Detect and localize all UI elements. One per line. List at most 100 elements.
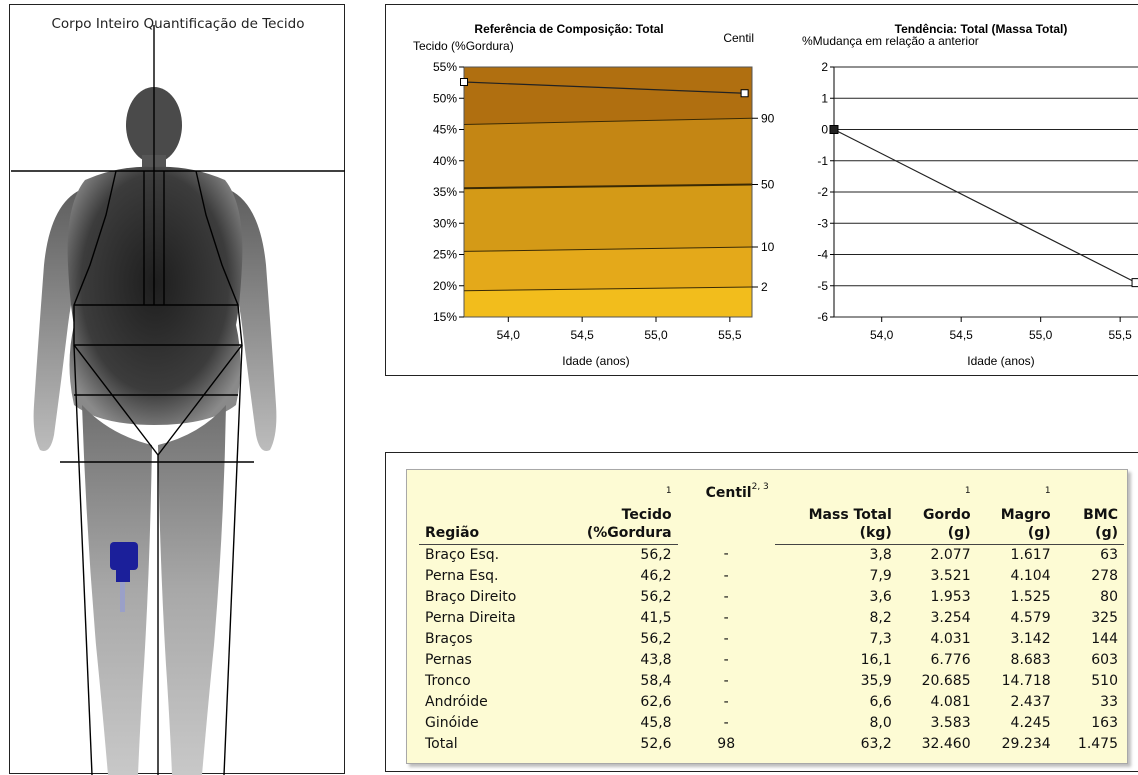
body-torso [67,166,243,425]
composition-ytick-label: 40% [433,154,457,168]
composition-ytick-label: 30% [433,216,457,230]
trend-chart-title: Tendência: Total (Massa Total) [895,22,1068,36]
table-cell: - [723,609,729,626]
table-cell: 3.254 [930,609,971,626]
trend-ytick-label: -5 [817,279,828,293]
trend-ytick-label: -1 [817,154,828,168]
table-cell: Tronco [425,672,471,689]
composition-ytick-label: 20% [433,279,457,293]
table-cell: 98 [717,735,736,752]
table-cell: 7,3 [869,630,892,647]
table-cell: - [723,651,729,668]
table-cell: 3.521 [930,567,971,584]
trend-ytick-label: 0 [821,123,828,137]
table-cell: 144 [1091,630,1118,647]
centile-label: 2 [761,280,768,294]
table-cell: 4.031 [930,630,971,647]
table-cell: - [723,693,729,710]
table-cell: - [723,546,729,563]
table-cell: 58,4 [640,672,672,689]
composition-band [464,247,752,291]
centile-line [463,286,753,292]
trend-xtick-label: 55,5 [1108,328,1132,342]
knee-implant-marker [110,542,138,612]
composition-chart: Referência de Composição: Total Tecido (… [413,22,775,368]
scan-title: Corpo Inteiro Quantificação de Tecido [51,16,305,32]
table-row: Perna Esq. 46,2 - 7,9 3.521 4.104 278 [419,566,1124,587]
scan-image [11,25,345,775]
table-cell: 52,6 [640,735,672,752]
composition-band [464,67,752,125]
table-cell: 7,9 [869,567,892,584]
table-cell: 4.245 [1010,714,1051,731]
table-cell: 63 [1100,546,1118,563]
table-cell: 2.437 [1010,693,1051,710]
trend-xtick-label: 54,0 [870,328,894,342]
table-cell: 41,5 [640,609,672,626]
table-cell: 56,2 [640,630,672,647]
table-cell: Braço Direito [425,588,517,605]
table-cell: 14.718 [1001,672,1051,689]
table-cell: 56,2 [640,546,672,563]
table-row: Pernas 43,8 - 16,1 6.776 8.683 603 [419,650,1124,671]
table-cell: 29.234 [1001,735,1051,752]
composition-xtick-label: 55,5 [718,328,742,342]
composition-chart-right-label: Centil [723,31,754,45]
table-cell: - [723,714,729,731]
header-centil: Centil2, 3 [705,482,769,501]
composition-ytick-label: 55% [433,60,457,74]
table-row: Total 52,6 98 63,2 32.460 29.234 1.475 [419,734,1124,755]
table-cell: Perna Esq. [425,567,499,584]
trend-chart-ylabel: %Mudança em relação a anterior [802,34,979,48]
trend-ytick-label: 1 [821,91,828,105]
table-cell: Pernas [425,651,472,668]
table-cell: 1.525 [1010,588,1051,605]
table-cell: 3.142 [1010,630,1051,647]
table-cell: 8,0 [869,714,892,731]
header-tecido: 1 Tecido (%Gordura [552,478,678,545]
trend-ytick-label: -3 [817,216,828,230]
composition-series-line [463,81,745,94]
composition-xtick-label: 55,0 [644,328,668,342]
table-cell: 43,8 [640,651,672,668]
table-cell: 8,2 [869,609,892,626]
header-magro: 1 Magro (g) [976,478,1057,545]
composition-ytick-label: 25% [433,248,457,262]
body-legs [82,405,226,775]
table-cell: 46,2 [640,567,672,584]
centile-line [463,117,753,125]
table-cell: Andróide [425,693,488,710]
scan-panel: Corpo Inteiro Quantificação de Tecido [9,4,345,775]
composition-band [464,287,752,317]
table-row: Braços 56,2 - 7,3 4.031 3.142 144 [419,629,1124,650]
centile-label: 50 [761,178,775,192]
table-cell: 3.583 [930,714,971,731]
table-cell: 325 [1091,609,1118,626]
trend-xtick-label: 54,5 [949,328,973,342]
trend-chart-xlabel: Idade (anos) [967,354,1034,368]
table-cell: 278 [1091,567,1118,584]
composition-ytick-label: 35% [433,185,457,199]
trend-ytick-label: 2 [821,60,828,74]
header-mass-total: Mass Total (kg) [774,478,898,545]
table-cell: - [723,630,729,647]
trend-ytick-label: -6 [817,310,828,324]
table-cell: 80 [1100,588,1118,605]
table-cell: 56,2 [640,588,672,605]
table-cell: 510 [1091,672,1118,689]
table-row: Braço Esq. 56,2 - 3,8 2.077 1.617 63 [419,544,1124,566]
trend-series-line [833,128,1137,284]
region-lines [11,25,345,775]
results-table-panel: Região 1 Tecido (%Gordura Centil2, 3 Mas… [385,452,1138,772]
table-row: Andróide 62,6 - 6,6 4.081 2.437 33 [419,692,1124,713]
table-cell: 1.475 [1077,735,1118,752]
table-row: Perna Direita 41,5 - 8,2 3.254 4.579 325 [419,608,1124,629]
centile-label: 10 [761,240,775,254]
composition-ytick-label: 50% [433,91,457,105]
composition-chart-ylabel: Tecido (%Gordura) [413,39,514,53]
table-cell: 4.579 [1010,609,1051,626]
trend-ytick-label: -4 [817,248,828,262]
centile-line [463,246,753,252]
table-cell: 603 [1091,651,1118,668]
trend-data-point [1131,278,1138,288]
